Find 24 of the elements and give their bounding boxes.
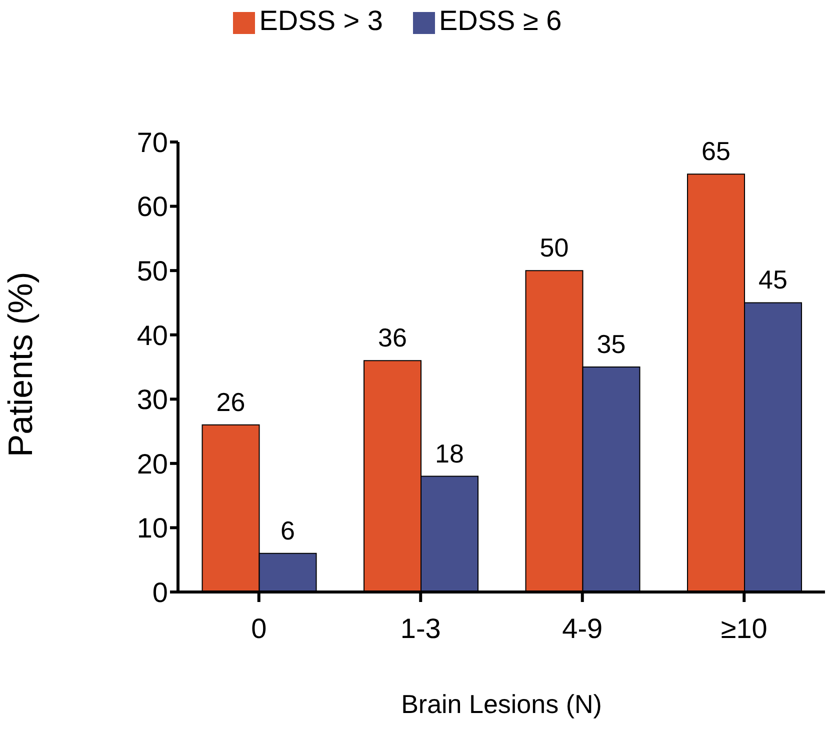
x-tick-label: 0 xyxy=(251,612,267,644)
data-label: 18 xyxy=(435,438,464,468)
data-label: 50 xyxy=(540,232,569,263)
data-label: 45 xyxy=(758,264,788,295)
data-label: 35 xyxy=(596,329,626,359)
x-tick-label: ≥10 xyxy=(720,612,768,644)
data-label: 26 xyxy=(216,386,246,417)
y-tick-label: 30 xyxy=(136,384,168,416)
y-tick-label: 50 xyxy=(136,256,168,287)
y-tick-label: 0 xyxy=(152,576,168,608)
x-axis-title: Brain Lesions (N) xyxy=(401,689,602,719)
y-axis-title: Patients (%) xyxy=(2,272,40,457)
data-label: 65 xyxy=(702,136,730,166)
legend-label: EDSS > 3 xyxy=(259,5,383,36)
y-tick-label: 40 xyxy=(136,320,168,351)
y-tick-label: 70 xyxy=(136,126,168,158)
data-label: 36 xyxy=(378,322,407,353)
y-tick-label: 10 xyxy=(136,512,168,544)
legend-label: EDSS ≥ 6 xyxy=(438,5,562,36)
x-tick-label: 1-3 xyxy=(400,612,441,644)
data-label: 6 xyxy=(280,515,295,546)
x-tick-label: 4-9 xyxy=(562,612,603,644)
y-tick-label: 20 xyxy=(136,448,168,480)
y-tick-label: 60 xyxy=(136,191,168,222)
